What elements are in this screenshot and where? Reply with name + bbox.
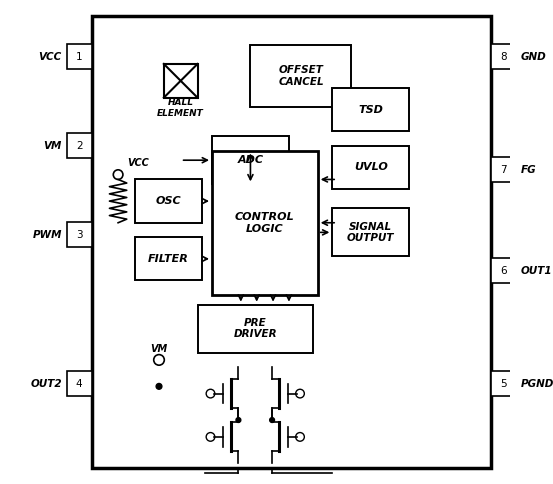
Text: VM: VM <box>150 344 168 354</box>
Text: 2: 2 <box>76 141 82 151</box>
Text: 1: 1 <box>76 52 82 62</box>
Circle shape <box>270 418 274 423</box>
Text: HALL
ELEMENT: HALL ELEMENT <box>157 98 204 118</box>
Text: GND: GND <box>521 52 546 62</box>
Bar <box>332 88 409 131</box>
Text: OFFSET
CANCEL: OFFSET CANCEL <box>278 65 324 87</box>
Text: 4: 4 <box>76 379 82 389</box>
Bar <box>92 16 491 468</box>
Text: VCC: VCC <box>128 158 149 167</box>
Text: 7: 7 <box>500 165 507 175</box>
Text: OUT2: OUT2 <box>30 379 62 389</box>
Bar <box>66 371 92 396</box>
Text: CONTROL
LOGIC: CONTROL LOGIC <box>235 212 295 234</box>
Text: OSC: OSC <box>156 196 181 206</box>
Text: PWM: PWM <box>32 230 62 240</box>
Text: PRE
DRIVER: PRE DRIVER <box>233 318 277 339</box>
Text: OUT1: OUT1 <box>521 266 552 276</box>
Bar <box>251 45 352 107</box>
Bar <box>66 222 92 247</box>
Bar <box>164 64 197 98</box>
Bar <box>66 44 92 69</box>
Bar <box>212 151 318 295</box>
Bar <box>66 133 92 158</box>
Text: VCC: VCC <box>39 52 62 62</box>
Bar <box>135 237 202 281</box>
Text: FILTER: FILTER <box>148 254 189 264</box>
Text: UVLO: UVLO <box>354 163 388 172</box>
Text: PGND: PGND <box>521 379 553 389</box>
Text: 8: 8 <box>500 52 507 62</box>
Text: 5: 5 <box>500 379 507 389</box>
Bar <box>332 146 409 189</box>
Bar <box>135 180 202 223</box>
Text: VM: VM <box>44 141 62 151</box>
Text: ADC: ADC <box>237 155 263 165</box>
Circle shape <box>236 418 241 423</box>
Bar <box>212 136 289 184</box>
Bar <box>491 44 516 69</box>
Bar <box>491 371 516 396</box>
Bar <box>491 258 516 284</box>
Text: SIGNAL
OUTPUT: SIGNAL OUTPUT <box>347 222 394 243</box>
Bar <box>332 208 409 257</box>
Bar <box>197 304 313 353</box>
Text: TSD: TSD <box>358 105 383 115</box>
Text: 3: 3 <box>76 230 82 240</box>
Text: 6: 6 <box>500 266 507 276</box>
Circle shape <box>156 383 162 389</box>
Bar <box>491 157 516 182</box>
Text: FG: FG <box>521 165 536 175</box>
